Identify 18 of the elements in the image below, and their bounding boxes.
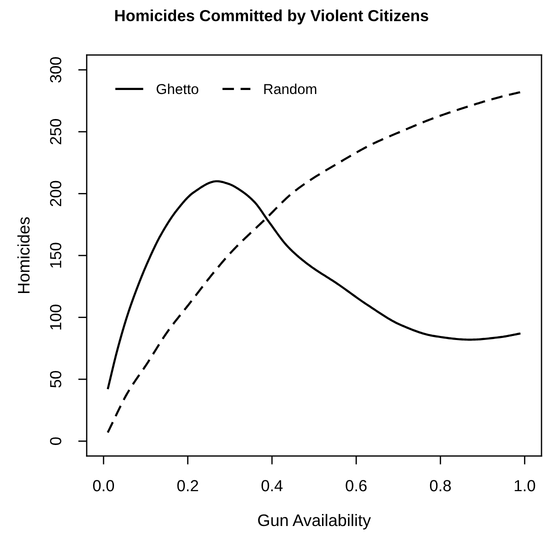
chart-title: Homicides Committed by Violent Citizens (115, 10, 428, 24)
x-tick-label: 0.2 (177, 480, 198, 492)
x-tick-label: 0.8 (430, 480, 451, 492)
y-axis-title: Homicides (17, 217, 30, 294)
x-tick-label: 0.0 (93, 480, 114, 492)
y-tick-label: 250 (50, 119, 62, 144)
y-tick-label: 300 (50, 57, 62, 83)
y-tick-label: 100 (50, 304, 62, 330)
legend-label: Ghetto (156, 84, 198, 94)
x-tick-label: 0.6 (346, 480, 367, 492)
x-axis-title: Gun Availability (258, 514, 371, 530)
y-tick-label: 150 (50, 242, 62, 268)
y-tick-label: 200 (50, 180, 62, 206)
y-tick-label: 50 (50, 371, 62, 388)
x-tick-label: 1.0 (514, 480, 536, 492)
y-tick-label: 0 (50, 437, 62, 445)
legend-label: Random (264, 84, 316, 94)
x-tick-label: 0.4 (262, 480, 283, 492)
